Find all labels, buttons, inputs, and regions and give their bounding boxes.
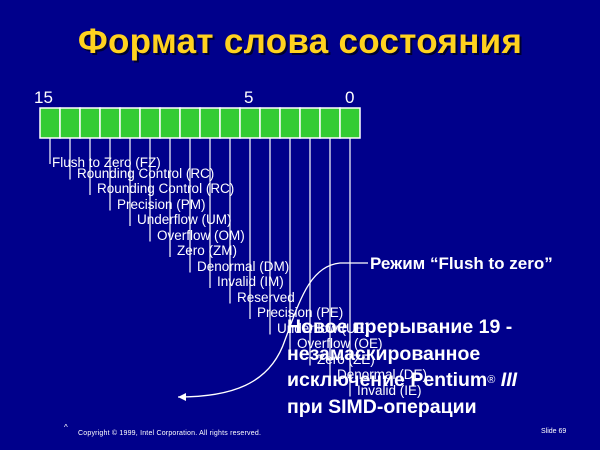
register-cell-bit-13 [79,107,101,139]
register-cell-bit-12 [99,107,121,139]
field-label-bit-1: Denormal (DE) [337,367,428,382]
field-label-bit-14: Rounding Control (RC) [77,165,215,181]
registered-mark: ® [487,374,496,386]
field-label-bit-4: Underflow (UE) [277,320,370,336]
note-line-1: Новое прерывание 19 - [287,316,513,338]
register-cell-bit-9 [159,107,181,139]
field-label-bit-0: Invalid (IE) [357,382,422,398]
note-line-2: незамаскированное [287,342,481,365]
copyright-text: Copyright © 1999, Intel Corporation. All… [78,430,262,437]
field-label-bit-13: Rounding Control (RC) [97,181,235,196]
bit-number-0: 0 [345,88,355,107]
bit-number-15: 15 [34,88,53,107]
register-cell-bit-1 [319,107,341,139]
field-label-bit-2: Zero (ZE) [317,351,375,367]
footer-mark: ^ [64,423,68,432]
register-cell-bit-11 [119,107,141,139]
register-cell-bit-8 [179,107,201,139]
field-label-bit-6: Reserved [237,289,295,305]
register-cell-bit-5 [239,107,261,139]
register-cell-bit-15 [39,107,61,139]
field-label-bit-8: Denormal (DM) [197,258,290,274]
register-cell-bit-3 [279,107,301,139]
field-label-bit-12: Precision (PM) [117,196,206,212]
field-label-bit-5: Precision (PE) [257,305,344,320]
flush-to-zero-mode-label: Режим “Flush to zero” [370,254,553,273]
flush-mode-connector [177,262,368,398]
field-label-bit-3: Overflow (OE) [297,336,383,351]
note-line-3-prefix: исключение Pentium [287,369,488,391]
field-label-bit-9: Zero (ZM) [177,243,237,258]
field-label-bit-15: Flush to Zero (FZ) [52,155,161,170]
note-line-4: при SIMD-операции [287,395,477,418]
note-line-3-suffix: III [500,369,518,391]
register-cell-bit-4 [259,107,281,139]
register-cell-bit-0 [339,107,361,139]
register-cell-bit-14 [59,107,81,139]
register-cell-bit-2 [299,107,321,139]
field-label-bit-7: Invalid (IM) [217,274,284,289]
register-cell-bit-6 [219,107,241,139]
field-label-bit-10: Overflow (OM) [157,227,245,243]
field-label-bit-11: Underflow (UM) [137,212,232,227]
register-cell-bit-10 [139,107,161,139]
register-cell-bit-7 [199,107,221,139]
slide-number: Slide 69 [541,428,567,435]
slide-title: Формат слова состояния [77,22,523,61]
new-interrupt-note: Новое прерывание 19 - незамаскированное … [287,314,517,420]
bit-number-5: 5 [244,88,254,107]
flush-mode-arrowhead [178,393,186,401]
note-line-3: исключение Pentium® III [287,367,517,394]
